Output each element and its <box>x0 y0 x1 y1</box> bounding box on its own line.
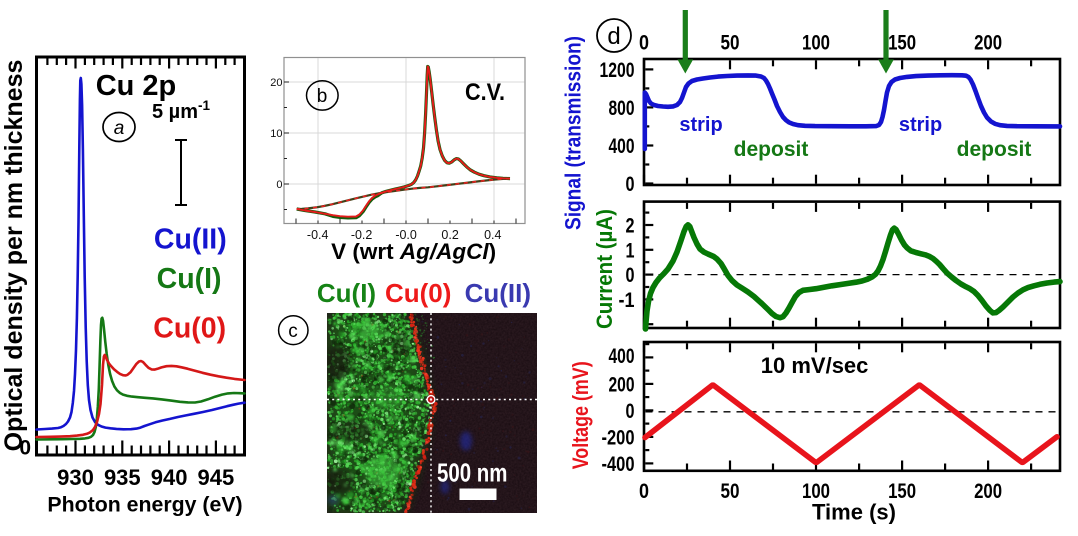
svg-text:1: 1 <box>626 238 635 262</box>
svg-text:Signal (transmission): Signal (transmission) <box>561 36 586 230</box>
svg-text:800: 800 <box>609 96 635 120</box>
svg-text:b: b <box>317 86 328 107</box>
svg-text:strip: strip <box>899 114 942 136</box>
svg-text:strip: strip <box>679 114 722 136</box>
svg-text:940: 940 <box>151 465 188 490</box>
svg-text:400: 400 <box>609 344 635 368</box>
svg-text:Optical density per nm thickne: Optical density per nm thickness <box>0 60 28 452</box>
svg-text:10: 10 <box>270 128 282 140</box>
svg-text:150: 150 <box>888 31 916 55</box>
svg-text:50: 50 <box>721 479 740 503</box>
svg-text:400: 400 <box>609 134 635 158</box>
svg-text:200: 200 <box>974 479 1002 503</box>
svg-text:0: 0 <box>19 437 31 460</box>
svg-text:100: 100 <box>802 479 830 503</box>
svg-text:930: 930 <box>57 465 94 490</box>
svg-text:-1: -1 <box>619 288 635 312</box>
svg-text:0: 0 <box>626 399 635 423</box>
svg-text:20: 20 <box>270 77 282 89</box>
svg-text:200: 200 <box>609 372 635 396</box>
svg-text:0: 0 <box>639 31 649 55</box>
svg-text:deposit: deposit <box>957 138 1032 161</box>
svg-text:Time (s): Time (s) <box>812 500 896 525</box>
svg-text:0: 0 <box>626 172 635 196</box>
svg-text:-0.2: -0.2 <box>351 228 373 242</box>
svg-text:Cu(I): Cu(I) <box>317 278 376 308</box>
svg-text:2: 2 <box>626 214 635 238</box>
svg-text:0: 0 <box>639 479 649 503</box>
svg-text:Cu(II): Cu(II) <box>154 224 227 256</box>
svg-text:100: 100 <box>802 31 830 55</box>
svg-text:Cu(0): Cu(0) <box>153 313 226 345</box>
svg-text:0: 0 <box>276 179 282 191</box>
svg-text:Photon energy (eV): Photon energy (eV) <box>47 493 242 517</box>
svg-text:Cu 2p: Cu 2p <box>96 70 177 102</box>
svg-text:-0.0: -0.0 <box>395 228 417 242</box>
svg-text:150: 150 <box>888 479 916 503</box>
svg-text:Cu(II): Cu(II) <box>465 278 531 308</box>
svg-text:200: 200 <box>974 31 1002 55</box>
svg-text:10 mV/sec: 10 mV/sec <box>761 353 869 378</box>
svg-text:935: 935 <box>104 465 141 490</box>
svg-text:c: c <box>288 321 298 342</box>
svg-text:0.4: 0.4 <box>484 228 501 242</box>
svg-text:Cu(I): Cu(I) <box>157 263 222 295</box>
svg-text:V (wrt Ag/AgCl): V (wrt Ag/AgCl) <box>331 239 496 264</box>
svg-text:1200: 1200 <box>600 58 635 82</box>
svg-text:C.V.: C.V. <box>465 79 505 106</box>
svg-text:Cu(0): Cu(0) <box>385 278 451 308</box>
svg-text:d: d <box>607 23 620 50</box>
svg-text:-200: -200 <box>602 425 635 449</box>
svg-text:Voltage (mV): Voltage (mV) <box>568 361 593 469</box>
svg-text:-0.4: -0.4 <box>307 228 329 242</box>
svg-text:-400: -400 <box>602 452 635 476</box>
svg-text:0: 0 <box>626 263 635 287</box>
svg-text:Current (µA): Current (µA) <box>592 209 617 329</box>
svg-text:0.2: 0.2 <box>441 228 458 242</box>
svg-text:50: 50 <box>721 31 740 55</box>
svg-text:500 nm: 500 nm <box>437 458 508 488</box>
svg-text:deposit: deposit <box>734 138 809 161</box>
svg-text:a: a <box>114 118 125 139</box>
svg-text:945: 945 <box>198 465 235 490</box>
